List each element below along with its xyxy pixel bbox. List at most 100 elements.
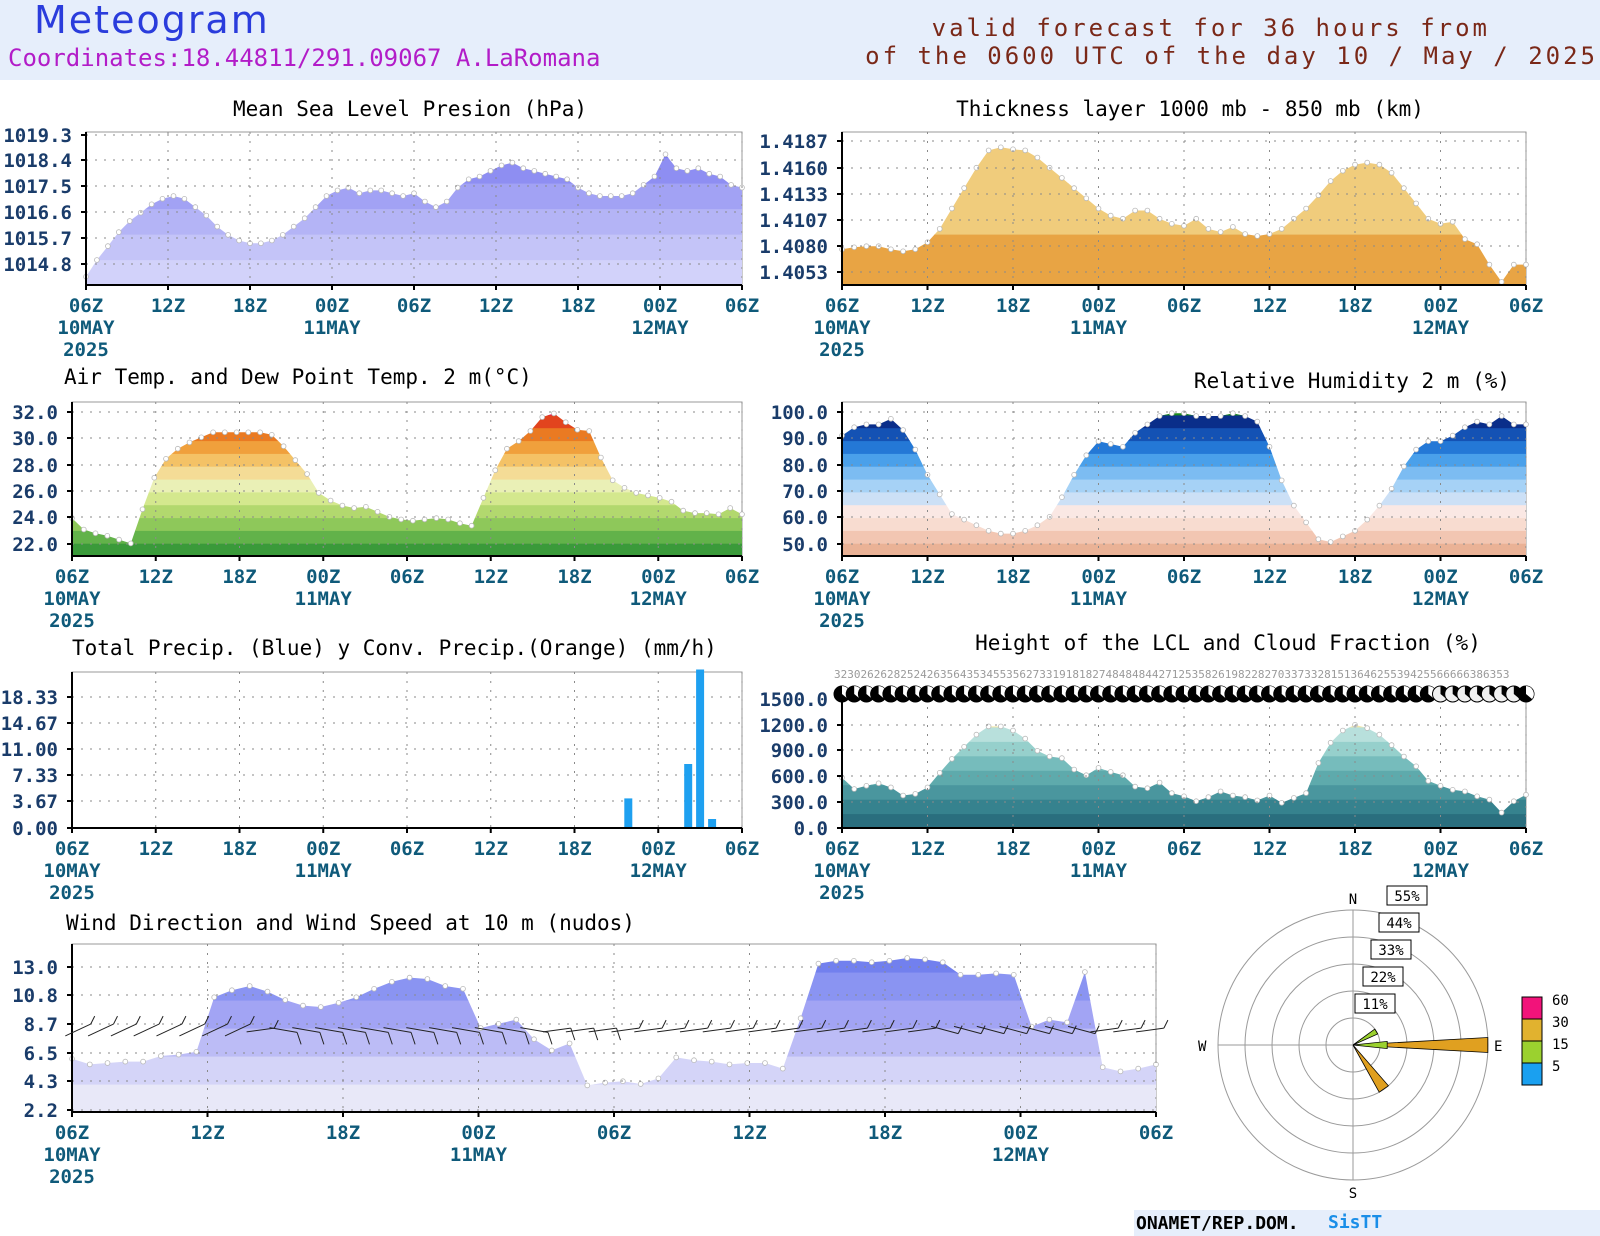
data-point <box>139 506 146 513</box>
data-point <box>715 511 722 518</box>
data-point <box>912 791 919 797</box>
y-tick-label: 1200.0 <box>759 715 828 737</box>
wind-barb <box>429 1027 457 1033</box>
x-date-label: 11MAY <box>1070 860 1128 882</box>
wind-barb <box>702 1027 731 1033</box>
data-point <box>1462 788 1468 795</box>
data-point <box>374 508 381 515</box>
data-point <box>1132 429 1138 436</box>
y-tick-label: 900.0 <box>771 740 828 762</box>
area-band <box>72 543 742 556</box>
wind-barb-feather <box>957 1025 963 1034</box>
data-point <box>104 532 111 539</box>
data-point <box>222 429 228 436</box>
data-point <box>406 974 413 981</box>
chart-title: Air Temp. and Dew Point Temp. 2 m(°C) <box>64 365 532 389</box>
data-point <box>1059 494 1065 501</box>
precip-bar <box>696 669 705 828</box>
data-point <box>1217 229 1224 235</box>
data-point <box>779 1065 786 1072</box>
wind-rose-ring-label: 22% <box>1370 970 1396 986</box>
data-point <box>1523 421 1529 428</box>
data-point <box>104 1060 111 1066</box>
x-year-label: 2025 <box>819 339 865 361</box>
data-point <box>1083 452 1090 459</box>
data-point <box>875 780 882 787</box>
y-tick-label: 26.0 <box>12 481 58 503</box>
x-tick-label: 18Z <box>868 1122 902 1144</box>
y-tick-label: 300.0 <box>771 792 828 814</box>
data-point <box>301 215 308 222</box>
wind-barb-feather <box>547 1032 553 1045</box>
data-point <box>1340 727 1346 734</box>
wind-barb-feather <box>227 1015 232 1025</box>
data-point <box>1327 178 1334 184</box>
area-band <box>86 208 742 235</box>
x-tick-label: 06Z <box>725 838 759 860</box>
x-tick-label: 06Z <box>55 838 89 860</box>
y-tick-label: 0.0 <box>794 818 828 840</box>
data-point <box>684 168 691 174</box>
wind-barb <box>657 1027 685 1033</box>
data-point <box>726 1061 733 1068</box>
data-point <box>531 1036 537 1042</box>
data-point <box>1205 413 1212 419</box>
y-tick-label: 1014.8 <box>3 254 72 276</box>
data-point <box>655 1075 662 1082</box>
cloud-fraction-values: 3230262628252426356435345535627331918182… <box>834 668 1510 681</box>
coordinates-label: Coordinates:18.44811/291.09067 A.LaRoman… <box>8 44 601 72</box>
data-point <box>1117 1068 1124 1075</box>
data-point <box>539 414 545 420</box>
x-date-label: 10MAY <box>813 860 871 882</box>
data-point <box>1266 443 1273 450</box>
x-tick-label: 06Z <box>825 838 859 860</box>
data-point <box>1059 755 1065 761</box>
data-point <box>833 957 839 964</box>
data-point <box>1291 795 1297 801</box>
data-point <box>1401 463 1407 470</box>
data-point <box>1401 753 1407 760</box>
wind-rose-ring-label-box <box>1354 993 1396 1014</box>
wind-rose-petal <box>1352 1028 1379 1046</box>
x-date-label: 10MAY <box>43 588 101 610</box>
data-point <box>315 490 322 496</box>
wind-barb-feather <box>661 1019 667 1029</box>
wind-rose-legend-swatch <box>1521 996 1543 1020</box>
chart-title: Total Precip. (Blue) y Conv. Precip.(Ora… <box>72 636 717 660</box>
wind-rose-ring-label-box <box>1370 939 1412 960</box>
wind-rose-ring-label-box <box>1386 885 1428 906</box>
data-point <box>851 957 857 964</box>
wind-rose-ring-label-box <box>1378 912 1420 933</box>
wind-barb-feather <box>684 1019 690 1029</box>
x-tick-label: 18Z <box>222 838 256 860</box>
data-point <box>1135 1065 1141 1072</box>
data-point <box>1315 536 1322 542</box>
data-point <box>875 421 882 428</box>
data-point <box>888 415 894 422</box>
y-tick-label: 13.0 <box>12 957 58 979</box>
data-point <box>645 492 651 499</box>
x-tick-label: 18Z <box>996 838 1030 860</box>
x-tick-label: 06Z <box>597 1122 631 1144</box>
data-point <box>863 243 870 250</box>
data-point <box>1107 769 1114 775</box>
y-tick-label: 1.4053 <box>759 262 828 284</box>
wind-barb-feather <box>158 1015 164 1025</box>
data-point <box>900 248 906 255</box>
wind-barb-feather <box>113 1015 118 1025</box>
wind-barb <box>292 1027 320 1033</box>
data-point <box>175 1051 182 1058</box>
wind-rose-legend-label: 60 <box>1552 993 1569 1009</box>
wind-barb-feather <box>90 1015 96 1025</box>
x-tick-label: 12Z <box>139 566 173 588</box>
data-point <box>515 438 522 444</box>
wind-barb-feather <box>479 1032 484 1045</box>
data-point <box>973 522 980 528</box>
data-point <box>924 239 931 246</box>
data-point <box>81 526 87 533</box>
x-tick-label: 18Z <box>233 295 267 317</box>
data-point <box>574 426 581 433</box>
wind-barb <box>565 1027 594 1033</box>
x-date-label: 10MAY <box>57 317 115 339</box>
data-point <box>975 971 982 978</box>
